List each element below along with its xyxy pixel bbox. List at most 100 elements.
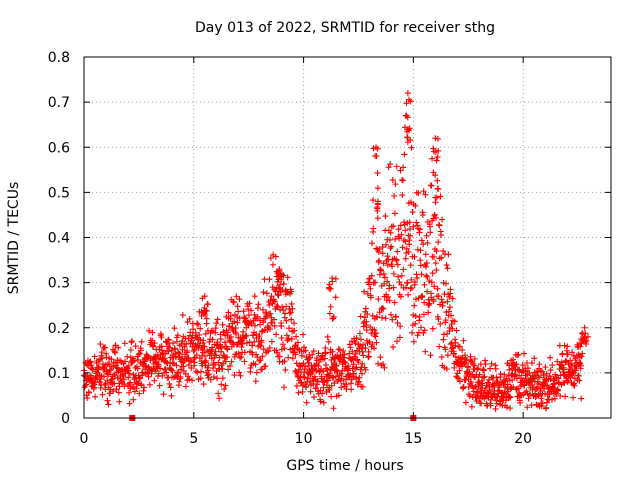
data-point xyxy=(424,239,431,246)
data-point xyxy=(561,379,568,386)
data-point xyxy=(543,370,550,377)
data-point xyxy=(314,378,321,385)
data-point xyxy=(423,272,430,279)
data-point xyxy=(221,339,228,346)
data-point xyxy=(266,344,273,351)
data-point xyxy=(416,313,423,320)
data-point xyxy=(222,382,229,389)
data-point xyxy=(353,375,360,382)
data-point xyxy=(177,373,184,380)
data-point xyxy=(385,293,392,300)
data-point xyxy=(457,378,464,385)
data-point xyxy=(205,367,212,374)
data-point xyxy=(219,365,226,372)
data-point xyxy=(299,331,306,338)
data-point xyxy=(184,318,191,325)
data-point xyxy=(213,352,220,359)
data-point xyxy=(188,337,195,344)
data-point xyxy=(84,395,91,402)
data-point xyxy=(476,395,483,402)
data-point xyxy=(353,335,360,342)
data-point xyxy=(182,383,189,390)
data-point xyxy=(387,245,394,252)
data-point xyxy=(400,266,407,273)
y-tick-label: 0.7 xyxy=(48,95,70,111)
data-point xyxy=(509,377,516,384)
data-point xyxy=(321,355,328,362)
data-point xyxy=(209,346,216,353)
data-point xyxy=(102,386,109,393)
data-point xyxy=(438,254,445,261)
data-point xyxy=(585,333,592,340)
data-point xyxy=(406,237,413,244)
data-point xyxy=(391,192,398,199)
data-point xyxy=(121,340,128,347)
data-point xyxy=(359,383,366,390)
data-point xyxy=(432,260,439,267)
data-point xyxy=(207,376,214,383)
data-point xyxy=(300,373,307,380)
data-point xyxy=(320,384,327,391)
data-point xyxy=(392,181,399,188)
data-point xyxy=(125,362,132,369)
data-point xyxy=(112,349,119,356)
data-point xyxy=(99,391,106,398)
data-point xyxy=(180,367,187,374)
data-point xyxy=(201,343,208,350)
data-point xyxy=(429,270,436,277)
y-tick-labels: 0 0.1 0.2 0.3 0.4 0.5 0.6 0.7 0.8 xyxy=(48,50,70,427)
data-point xyxy=(420,188,427,195)
data-point xyxy=(433,267,440,274)
y-tick-label: 0.5 xyxy=(48,185,70,201)
data-point xyxy=(430,145,437,152)
data-point xyxy=(167,384,174,391)
data-point xyxy=(426,278,433,285)
data-point xyxy=(259,353,266,360)
data-point xyxy=(442,346,449,353)
data-point xyxy=(504,381,511,388)
data-point xyxy=(214,316,221,323)
data-point xyxy=(251,311,258,318)
data-point xyxy=(192,368,199,375)
data-point xyxy=(581,324,588,331)
data-point xyxy=(570,394,577,401)
data-point xyxy=(494,393,501,400)
data-point xyxy=(279,341,286,348)
data-point xyxy=(432,172,439,179)
data-point xyxy=(130,396,137,403)
data-point xyxy=(132,343,139,350)
data-point xyxy=(552,371,559,378)
data-point xyxy=(380,361,387,368)
data-point xyxy=(528,402,535,409)
data-point xyxy=(255,338,262,345)
data-point xyxy=(381,274,388,281)
data-point xyxy=(384,278,391,285)
data-point xyxy=(124,353,131,360)
data-point xyxy=(115,389,122,396)
data-point xyxy=(243,332,250,339)
data-point xyxy=(376,245,383,252)
data-point xyxy=(513,361,520,368)
data-point xyxy=(414,222,421,229)
data-point xyxy=(393,257,400,264)
data-point xyxy=(190,348,197,355)
data-point xyxy=(439,216,446,223)
data-point xyxy=(433,157,440,164)
data-point xyxy=(293,382,300,389)
data-point xyxy=(501,371,508,378)
data-point xyxy=(326,281,333,288)
data-point xyxy=(427,352,434,359)
data-point xyxy=(481,373,488,380)
data-point xyxy=(234,319,241,326)
data-point xyxy=(535,380,542,387)
data-point xyxy=(476,371,483,378)
data-point xyxy=(487,365,494,372)
data-point xyxy=(171,325,178,332)
data-point xyxy=(572,357,579,364)
data-point xyxy=(248,320,255,327)
data-point xyxy=(466,393,473,400)
data-point xyxy=(415,190,422,197)
data-point xyxy=(241,358,248,365)
data-point xyxy=(419,292,426,299)
data-point xyxy=(145,373,152,380)
